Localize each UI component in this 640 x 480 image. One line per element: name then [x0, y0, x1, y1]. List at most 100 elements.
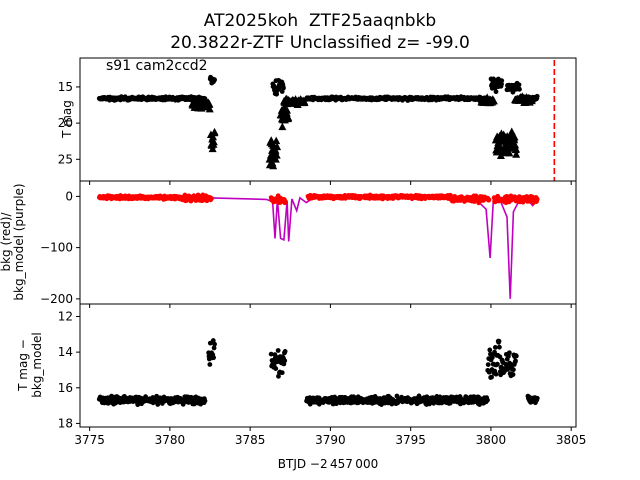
panel-bottom-circle-marker [487, 347, 493, 353]
panel-top-circle-marker [499, 81, 504, 87]
bkg-point [534, 197, 540, 202]
panel-top-triangle-marker [489, 96, 498, 105]
x-axis-label: BTJD −2 457 000 [278, 457, 378, 471]
x-tick-label: 3775 [74, 433, 105, 447]
panel-bottom-circle-marker [275, 348, 281, 353]
panel-bottom-circle-marker [212, 341, 217, 347]
panel-top-ylabel: T mag [60, 100, 74, 139]
panel-top-triangle-marker [512, 145, 521, 153]
panel-top-circle-marker [493, 89, 499, 95]
panel-bottom-circle-marker [505, 366, 511, 372]
bkg-point [486, 197, 492, 203]
panel-bottom-circle-marker [534, 395, 540, 401]
x-tick-label: 3790 [315, 433, 346, 447]
panel-bottom-circle-marker [211, 355, 216, 361]
panel-top-circle-marker [516, 82, 522, 88]
panel-top-circle-marker [517, 86, 522, 92]
panel-bottom-circle-marker [282, 348, 288, 354]
panel-middle-y-tick-label: −200 [40, 292, 73, 306]
panel-top-triangle-marker [273, 142, 282, 151]
panel-bottom-circle-marker [511, 367, 516, 373]
panel-top-circle-marker [281, 85, 286, 91]
figure-title-line-1: AT2025koh ZTF25aaqnbkb [203, 11, 437, 31]
panel-top-circle-marker [212, 77, 217, 83]
panel-top-triangle-marker [208, 144, 217, 153]
panel-top-triangle-marker [507, 127, 516, 136]
panel-top-triangle-marker [205, 99, 214, 108]
panel-top-y-tick-label: 25 [58, 152, 73, 166]
panel-bottom-circle-marker [513, 353, 519, 359]
panel-bottom-frame [79, 303, 577, 428]
panel-bottom-y-ticks: 12 14 16 18 [58, 309, 80, 430]
panel-top-triangle-marker [278, 122, 287, 131]
panel-bottom-y-tick-label: 18 [58, 416, 73, 430]
panel-top-triangle-marker [496, 151, 505, 160]
x-tick-label: 3805 [556, 433, 587, 447]
panel-bottom-circle-marker [489, 374, 494, 380]
panel-top-circle-marker [534, 93, 540, 99]
panel-middle-y-tick-label: −100 [40, 241, 73, 255]
panel-bottom-circle-marker [207, 362, 213, 367]
panel-top-triangle-marker [300, 98, 309, 106]
panel-top: s91 cam2ccd2 T mag 15 20 25 [58, 57, 577, 182]
panel-top-triangle-marker [209, 137, 218, 146]
panel-top-triangle-marker [209, 132, 218, 141]
panel-top-triangle-marker [283, 106, 292, 114]
panel-top-triangle-marker [272, 151, 281, 159]
x-tick-label: 3785 [235, 433, 266, 447]
panel-top-marks [96, 60, 556, 181]
panel-middle-y-ticks: 0 −100 −200 [40, 189, 80, 306]
panel-bottom-circle-marker [485, 362, 491, 368]
panel-bottom-circle-marker [268, 351, 274, 357]
panel-top-triangle-marker [505, 148, 514, 157]
panel-top-circle-marker [499, 78, 505, 84]
panel-bottom-y-tick-label: 12 [58, 309, 73, 323]
panel-bottom-marks [96, 338, 540, 408]
panel-top-triangle-marker [271, 155, 280, 163]
figure-title-line-2: 20.3822r-ZTF Unclassified z= -99.0 [170, 33, 470, 53]
panel-bottom-y-tick-label: 14 [58, 345, 73, 359]
panel-top-y-ticks: 15 20 25 [58, 80, 80, 166]
panel-bottom-circle-marker [273, 366, 279, 371]
panel-top-triangle-marker [272, 136, 281, 145]
panel-bottom-circle-marker [510, 372, 516, 377]
panel-bottom-circle-marker [155, 402, 161, 407]
bkg-model-line [99, 196, 539, 299]
panel-bottom-circle-marker [279, 370, 285, 376]
panel-middle: bkg (red)/ bkg_model (purple) 0 −100 −200 [0, 180, 577, 306]
panel-top-triangle-marker [512, 150, 521, 158]
panel-middle-marks [96, 192, 540, 299]
panel-top-triangle-marker [205, 104, 214, 113]
bkg-point [209, 196, 214, 201]
bkg-point [282, 198, 288, 204]
panel-middle-y-tick-label: 0 [65, 189, 73, 203]
x-tick-label: 3800 [476, 433, 507, 447]
panel-bottom-circle-marker [506, 350, 512, 356]
panel-top-triangle-marker [511, 140, 520, 149]
panel-top-circle-marker [491, 76, 496, 82]
panel-top-triangle-marker [510, 132, 519, 141]
panel-bottom-circle-marker [496, 338, 502, 344]
panel-bottom-circle-marker [492, 345, 498, 350]
panel-bottom-circle-marker [497, 344, 502, 350]
x-tick-label: 3780 [155, 433, 186, 447]
panel-bottom-circle-marker [202, 398, 208, 404]
panel-top-frame [79, 57, 577, 182]
panel-top-triangle-marker [269, 161, 278, 170]
panel-bottom-circle-marker [485, 397, 490, 403]
panel-middle-ylabel-line-2: bkg_model (purple) [12, 183, 26, 300]
panel-top-y-tick-label: 20 [58, 116, 73, 130]
panel-bottom-circle-marker [495, 361, 500, 367]
panel-bottom-circle-marker [282, 358, 288, 364]
x-tick-label: 3795 [395, 433, 426, 447]
panel-bottom-circle-marker [211, 345, 217, 351]
panel-top-triangle-marker [210, 127, 219, 136]
panel-top-y-tick-label: 15 [58, 80, 73, 94]
panel-middle-ylabel-line-1: bkg (red)/ [0, 212, 13, 272]
panel-bottom-circle-marker [513, 358, 518, 364]
panel-bottom-y-tick-label: 16 [58, 381, 73, 395]
panel-bottom-circle-marker [493, 371, 499, 377]
panel-top-annotation: s91 cam2ccd2 [106, 58, 208, 74]
